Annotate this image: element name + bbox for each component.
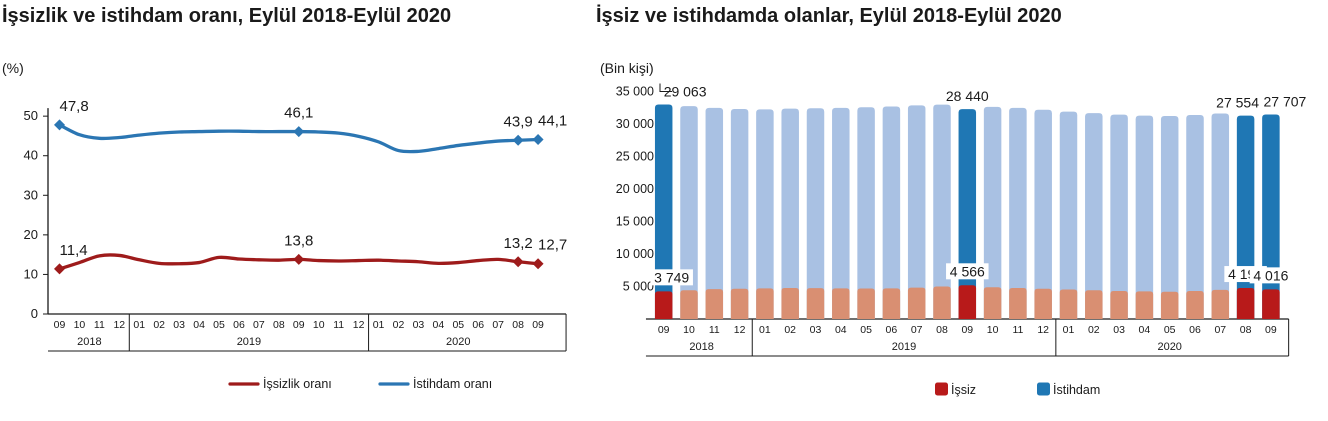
svg-text:20: 20	[24, 227, 38, 242]
svg-text:10 000: 10 000	[616, 247, 654, 261]
svg-text:İşsiz: İşsiz	[951, 383, 976, 397]
svg-text:2018: 2018	[77, 336, 101, 348]
svg-text:07: 07	[253, 319, 265, 331]
svg-text:08: 08	[512, 319, 524, 331]
svg-text:04: 04	[1139, 324, 1151, 336]
svg-text:10: 10	[987, 324, 999, 336]
svg-text:2018: 2018	[689, 341, 713, 353]
svg-text:02: 02	[393, 319, 405, 331]
svg-text:11: 11	[94, 319, 105, 331]
svg-text:07: 07	[492, 319, 504, 331]
svg-text:(Bin kişi): (Bin kişi)	[600, 60, 654, 76]
svg-text:12: 12	[1037, 324, 1049, 336]
svg-text:09: 09	[961, 324, 973, 336]
svg-text:11: 11	[333, 319, 344, 331]
svg-text:28 440: 28 440	[946, 88, 989, 104]
svg-text:04: 04	[193, 319, 205, 331]
svg-text:09: 09	[293, 319, 305, 331]
svg-text:05: 05	[860, 324, 872, 336]
svg-text:09: 09	[532, 319, 544, 331]
svg-text:09: 09	[54, 319, 66, 331]
svg-text:10: 10	[313, 319, 325, 331]
svg-text:08: 08	[936, 324, 948, 336]
svg-text:2020: 2020	[446, 336, 470, 348]
svg-text:43,9: 43,9	[504, 113, 533, 130]
svg-text:07: 07	[911, 324, 923, 336]
svg-text:05: 05	[452, 319, 464, 331]
svg-text:İstihdam oranı: İstihdam oranı	[413, 377, 492, 391]
svg-text:03: 03	[413, 319, 425, 331]
svg-text:04: 04	[835, 324, 847, 336]
svg-text:35 000: 35 000	[616, 85, 654, 99]
svg-text:25 000: 25 000	[616, 150, 654, 164]
svg-text:İşsiz ve istihdamda olanlar, E: İşsiz ve istihdamda olanlar, Eylül 2018-…	[596, 4, 1062, 27]
svg-text:12: 12	[734, 324, 746, 336]
svg-text:02: 02	[1088, 324, 1100, 336]
svg-text:29 063: 29 063	[664, 84, 707, 100]
svg-text:02: 02	[784, 324, 796, 336]
svg-text:44,1: 44,1	[538, 112, 567, 129]
svg-text:2019: 2019	[892, 341, 916, 353]
svg-text:15 000: 15 000	[616, 215, 654, 229]
svg-text:40: 40	[24, 148, 38, 163]
svg-text:01: 01	[1063, 324, 1075, 336]
svg-text:2019: 2019	[237, 336, 261, 348]
svg-text:27 707: 27 707	[1263, 94, 1306, 110]
svg-text:27 554: 27 554	[1216, 95, 1259, 111]
svg-text:06: 06	[886, 324, 898, 336]
svg-text:02: 02	[153, 319, 165, 331]
svg-text:4 016: 4 016	[1253, 267, 1288, 283]
svg-text:08: 08	[273, 319, 285, 331]
svg-text:09: 09	[658, 324, 670, 336]
svg-text:06: 06	[1189, 324, 1201, 336]
svg-text:(%): (%)	[2, 60, 24, 76]
svg-text:12,7: 12,7	[538, 237, 567, 254]
svg-text:30: 30	[24, 187, 38, 202]
svg-text:01: 01	[759, 324, 771, 336]
svg-text:05: 05	[1164, 324, 1176, 336]
svg-text:3 749: 3 749	[654, 269, 689, 285]
svg-text:5 000: 5 000	[623, 280, 654, 294]
svg-text:0: 0	[31, 306, 38, 321]
svg-text:4 566: 4 566	[950, 263, 985, 279]
svg-text:01: 01	[133, 319, 145, 331]
svg-text:13,8: 13,8	[284, 232, 313, 249]
svg-text:08: 08	[1240, 324, 1252, 336]
svg-text:09: 09	[1265, 324, 1277, 336]
svg-text:03: 03	[173, 319, 185, 331]
svg-text:20 000: 20 000	[616, 182, 654, 196]
svg-text:06: 06	[472, 319, 484, 331]
svg-text:50: 50	[24, 108, 38, 123]
svg-text:06: 06	[233, 319, 245, 331]
svg-text:11: 11	[709, 324, 720, 336]
svg-text:05: 05	[213, 319, 225, 331]
svg-text:12: 12	[113, 319, 125, 331]
svg-text:10: 10	[24, 266, 38, 281]
svg-text:03: 03	[1113, 324, 1125, 336]
svg-text:30 000: 30 000	[616, 117, 654, 131]
svg-text:07: 07	[1214, 324, 1226, 336]
svg-text:11: 11	[1012, 324, 1023, 336]
svg-text:12: 12	[353, 319, 365, 331]
svg-text:11,4: 11,4	[60, 242, 88, 259]
svg-text:46,1: 46,1	[284, 105, 313, 122]
svg-text:10: 10	[74, 319, 86, 331]
svg-text:10: 10	[683, 324, 695, 336]
svg-text:47,8: 47,8	[60, 98, 89, 115]
svg-text:01: 01	[373, 319, 385, 331]
svg-text:İstihdam: İstihdam	[1053, 383, 1100, 397]
svg-text:İşsizlik oranı: İşsizlik oranı	[263, 377, 332, 391]
svg-text:13,2: 13,2	[504, 235, 533, 252]
svg-text:2020: 2020	[1157, 341, 1181, 353]
svg-text:03: 03	[810, 324, 822, 336]
svg-text:04: 04	[433, 319, 445, 331]
svg-text:İşsizlik ve istihdam oranı, Ey: İşsizlik ve istihdam oranı, Eylül 2018-E…	[2, 4, 451, 27]
